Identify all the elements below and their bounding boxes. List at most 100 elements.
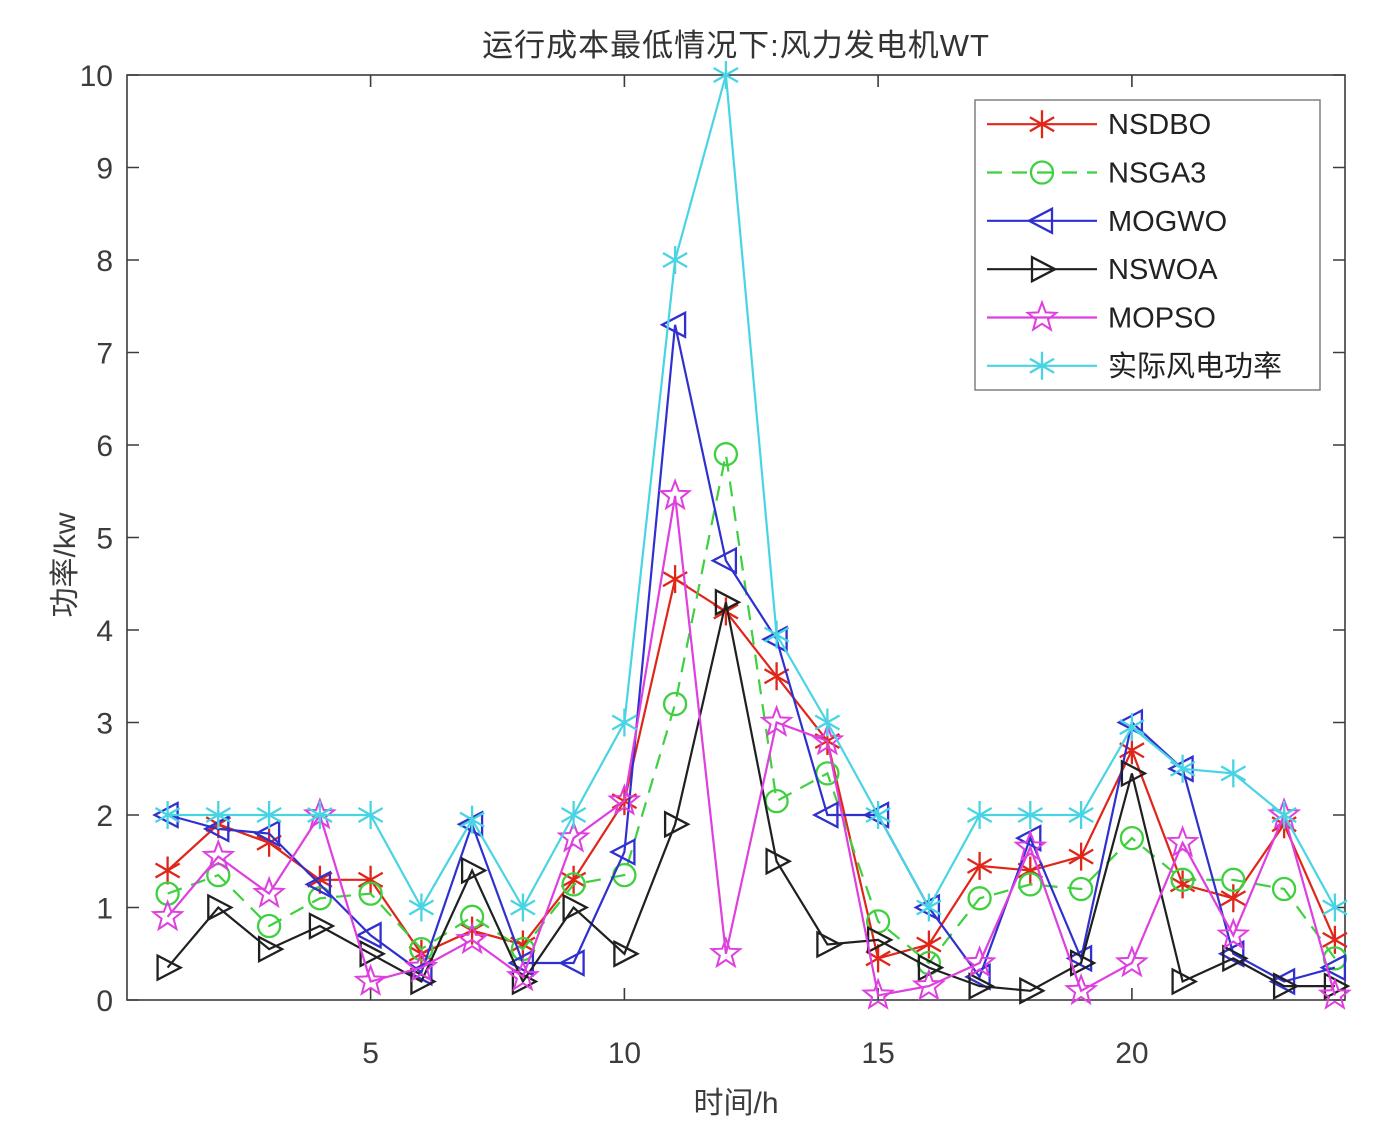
marker-pentagram <box>810 723 845 756</box>
marker-pentagram <box>252 875 287 909</box>
x-tick-label: 20 <box>1115 1037 1148 1070</box>
marker-asterisk <box>256 801 282 829</box>
series-MOGWO <box>152 310 1347 996</box>
marker-pentagram <box>861 977 896 1010</box>
marker-pentagram <box>505 959 540 992</box>
legend-box <box>974 99 1321 391</box>
series-MOPSO <box>150 478 1352 1010</box>
marker-pentagram <box>1165 824 1200 858</box>
marker-asterisk <box>154 856 181 885</box>
marker-asterisk <box>1029 110 1055 139</box>
marker-asterisk <box>611 708 638 737</box>
marker-pentagram <box>1216 917 1251 950</box>
y-tick-label: 7 <box>96 338 113 371</box>
y-tick-label: 5 <box>96 523 113 556</box>
y-tick-label: 6 <box>96 430 113 463</box>
x-tick-label: 15 <box>861 1037 894 1070</box>
y-tick-label: 9 <box>96 153 113 186</box>
marker-pentagram <box>759 704 794 737</box>
legend-label: MOPSO <box>1108 303 1216 335</box>
marker-circle <box>561 872 586 897</box>
legend-item-实际风电功率: 实际风电功率 <box>987 350 1282 383</box>
marker-triangle-left <box>558 949 585 977</box>
legend-item-NSGA3: NSGA3 <box>987 158 1206 190</box>
marker-asterisk <box>357 801 384 829</box>
marker-triangle-left <box>1319 953 1347 982</box>
marker-circle <box>1221 867 1246 892</box>
marker-circle <box>662 691 688 717</box>
marker-pentagram <box>911 968 946 1001</box>
series-line <box>167 74 1336 910</box>
marker-triangle-left <box>355 921 382 950</box>
marker-triangle-left <box>405 958 433 987</box>
marker-triangle-right <box>1171 967 1199 996</box>
marker-asterisk <box>916 893 942 922</box>
marker-asterisk <box>205 801 232 829</box>
marker-asterisk <box>560 865 587 894</box>
marker-asterisk <box>1017 801 1044 829</box>
marker-triangle-left <box>253 819 281 848</box>
marker-triangle-right <box>816 930 843 959</box>
y-tick-label: 2 <box>96 800 113 833</box>
marker-triangle-right <box>156 953 184 982</box>
marker-asterisk <box>1220 884 1247 913</box>
marker-asterisk <box>763 620 790 649</box>
marker-pentagram <box>404 949 439 983</box>
marker-triangle-left <box>608 838 636 866</box>
legend-item-MOPSO: MOPSO <box>987 299 1216 335</box>
y-tick-label: 8 <box>96 245 113 278</box>
marker-circle <box>1029 160 1055 185</box>
marker-asterisk <box>763 662 790 691</box>
marker-pentagram <box>150 898 185 932</box>
marker-triangle-left <box>913 893 941 922</box>
y-tick-label: 4 <box>96 615 113 648</box>
marker-triangle-right <box>714 588 742 617</box>
marker-triangle-left <box>1268 967 1296 996</box>
marker-triangle-left <box>862 801 890 829</box>
marker-asterisk <box>408 893 435 922</box>
marker-triangle-right <box>613 939 640 968</box>
marker-pentagram <box>1114 945 1149 978</box>
marker-asterisk <box>916 930 942 959</box>
marker-circle <box>1170 867 1195 892</box>
marker-circle <box>1018 872 1043 897</box>
marker-asterisk <box>1068 842 1094 871</box>
marker-triangle-right <box>207 893 234 922</box>
marker-circle <box>713 442 739 467</box>
marker-asterisk <box>1029 351 1055 380</box>
legend: NSDBO NSGA3 MOGWO NSWOA MOPSO 实际风电功率 <box>974 99 1321 391</box>
marker-circle <box>459 904 485 929</box>
marker-triangle-right <box>1272 972 1300 1000</box>
marker-pentagram <box>1024 299 1060 332</box>
marker-circle <box>1068 876 1094 902</box>
marker-asterisk <box>1271 801 1297 829</box>
y-tick-label: 1 <box>96 893 113 926</box>
marker-triangle-right <box>562 893 590 922</box>
y-tick-label: 0 <box>96 985 113 1018</box>
marker-triangle-right <box>1030 255 1058 284</box>
marker-asterisk <box>1169 754 1196 783</box>
marker-triangle-right <box>257 935 285 963</box>
marker-pentagram <box>201 838 236 872</box>
y-tick-label: 10 <box>80 60 113 93</box>
marker-triangle-right <box>308 912 336 940</box>
marker-triangle-right <box>1323 972 1351 1000</box>
legend-item-NSDBO: NSDBO <box>987 109 1211 141</box>
series-NSGA3 <box>155 442 1348 976</box>
marker-pentagram <box>607 783 642 816</box>
series-NSDBO <box>154 565 1348 973</box>
marker-triangle-right <box>765 847 793 876</box>
marker-triangle-right <box>460 856 488 885</box>
marker-triangle-right <box>1222 944 1249 973</box>
legend-label: NSGA3 <box>1108 158 1206 190</box>
marker-triangle-left <box>507 949 535 977</box>
marker-pentagram <box>1064 972 1099 1006</box>
marker-circle <box>1119 825 1145 851</box>
marker-pentagram <box>658 478 693 511</box>
marker-circle <box>409 936 434 962</box>
series-line <box>167 453 1336 965</box>
legend-label: MOGWO <box>1108 206 1227 238</box>
marker-pentagram <box>1317 977 1352 1010</box>
marker-triangle-right <box>663 810 691 839</box>
